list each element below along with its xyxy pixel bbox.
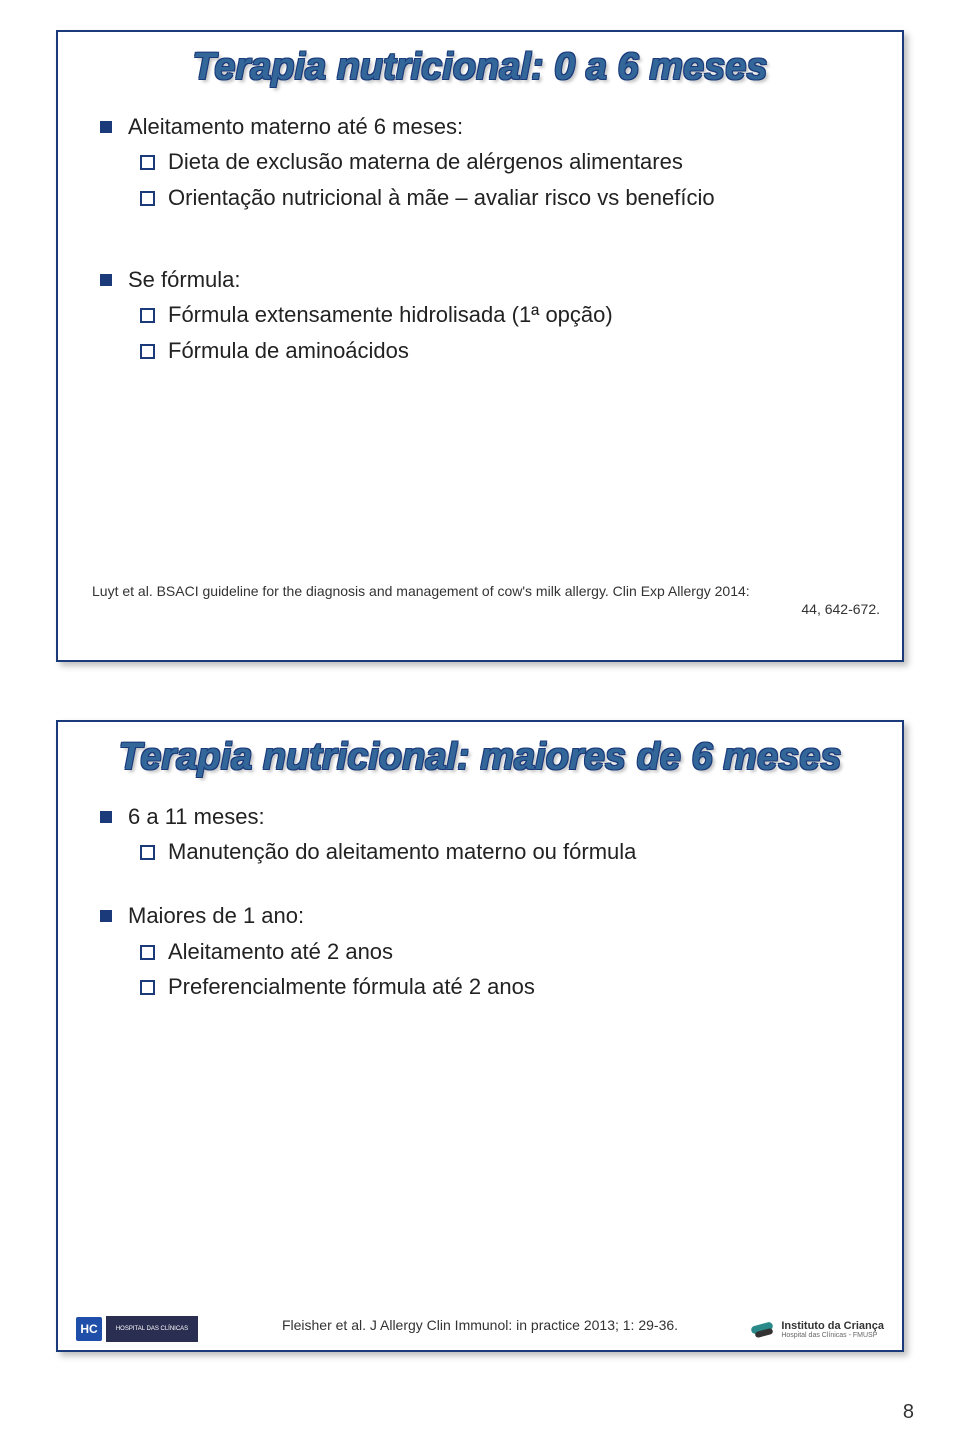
bullet-l2: Orientação nutricional à mãe – avaliar r…: [100, 183, 866, 213]
bullet-l2: Aleitamento até 2 anos: [100, 937, 866, 967]
slide-2: Terapia nutricional: maiores de 6 meses …: [56, 720, 904, 1352]
page-number: 8: [903, 1401, 914, 1424]
bullet-l2: Dieta de exclusão materna de alérgenos a…: [100, 147, 866, 177]
bullet-l2: Fórmula de aminoácidos: [100, 336, 866, 366]
slide-1: Terapia nutricional: 0 a 6 meses Aleitam…: [56, 30, 904, 662]
slide2-citation: Fleisher et al. J Allergy Clin Immunol: …: [58, 1316, 902, 1334]
spacer: [100, 219, 866, 265]
slide2-content: 6 a 11 meses: Manutenção do aleitamento …: [100, 802, 866, 1002]
spacer: [100, 873, 866, 901]
bullet-l1: Maiores de 1 ano:: [100, 901, 866, 931]
bullet-l2: Manutenção do aleitamento materno ou fór…: [100, 837, 866, 867]
slide2-title: Terapia nutricional: maiores de 6 meses: [88, 736, 872, 780]
citation-line: 44, 642-672.: [92, 600, 880, 618]
bullet-l1: Aleitamento materno até 6 meses:: [100, 112, 866, 142]
slide1-content: Aleitamento materno até 6 meses: Dieta d…: [100, 112, 866, 366]
bullet-l2: Fórmula extensamente hidrolisada (1ª opç…: [100, 300, 866, 330]
bullet-l1: 6 a 11 meses:: [100, 802, 866, 832]
slide1-citation: Luyt et al. BSACI guideline for the diag…: [92, 582, 880, 618]
bullet-l1: Se fórmula:: [100, 265, 866, 295]
citation-line: Luyt et al. BSACI guideline for the diag…: [92, 582, 880, 600]
slide1-title: Terapia nutricional: 0 a 6 meses: [88, 46, 872, 90]
bullet-l2: Preferencialmente fórmula até 2 anos: [100, 972, 866, 1002]
